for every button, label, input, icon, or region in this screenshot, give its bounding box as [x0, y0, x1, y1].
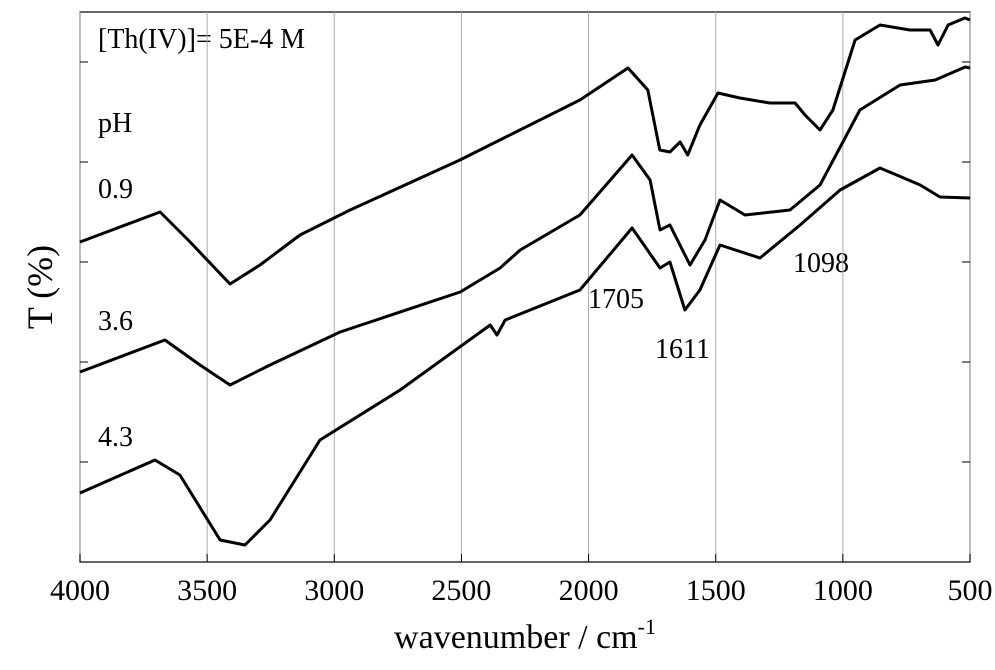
y-axis-label: T (%)	[20, 245, 60, 329]
series-label: 0.9	[98, 174, 133, 205]
series-line	[79, 65, 971, 387]
annotation: pH	[98, 108, 132, 139]
x-tick-label: 3500	[177, 574, 237, 607]
x-axis-label-sup: -1	[638, 614, 656, 639]
series-line	[79, 166, 971, 547]
x-tick-label: 1500	[686, 574, 746, 607]
x-tick-label: 2500	[431, 574, 491, 607]
series-label: 4.3	[98, 422, 133, 453]
x-axis-label-text: wavenumber / cm	[394, 619, 638, 656]
series-line	[79, 16, 971, 286]
annotation: [Th(IV)]= 5E-4 M	[98, 24, 305, 55]
annotation: 1705	[588, 284, 644, 315]
x-tick-label: 4000	[50, 574, 110, 607]
annotation: 1611	[655, 334, 710, 365]
x-axis-label: wavenumber / cm-1	[394, 614, 656, 656]
x-tick-label: 1000	[813, 574, 873, 607]
series-label: 3.6	[98, 306, 133, 337]
x-tick-label: 500	[948, 574, 993, 607]
annotation: 1098	[793, 248, 849, 279]
x-tick-label: 3000	[304, 574, 364, 607]
x-tick-label: 2000	[559, 574, 619, 607]
